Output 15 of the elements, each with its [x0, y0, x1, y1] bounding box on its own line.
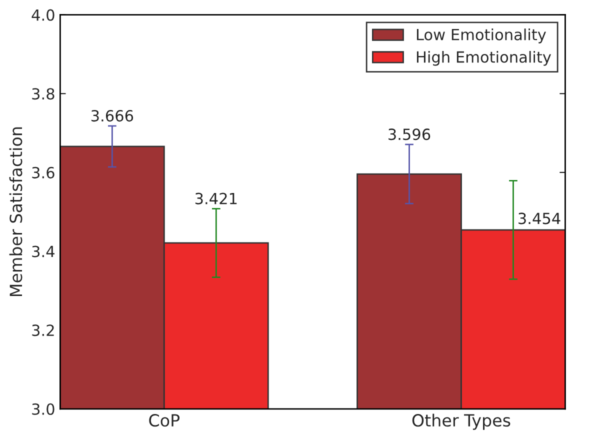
- legend-label: Low Emotionality: [416, 28, 546, 44]
- data-label: 3.454: [518, 212, 560, 224]
- y-tick-label: 3.4: [32, 246, 54, 258]
- y-tick-label: 3.8: [32, 88, 54, 100]
- data-label: 3.596: [388, 128, 430, 140]
- y-tick-label: 4.0: [32, 9, 54, 21]
- y-tick-label: 3.0: [32, 403, 54, 415]
- y-axis-title: Member Satisfaction: [9, 127, 22, 296]
- legend-label: High Emotionality: [416, 50, 552, 66]
- data-label: 3.421: [195, 192, 237, 204]
- y-tick-label: 3.6: [32, 166, 54, 178]
- x-tick-label: CoP: [149, 414, 180, 427]
- data-label: 3.666: [91, 110, 134, 122]
- x-tick-label: Other Types: [412, 414, 510, 430]
- y-tick-label: 3.2: [32, 324, 54, 336]
